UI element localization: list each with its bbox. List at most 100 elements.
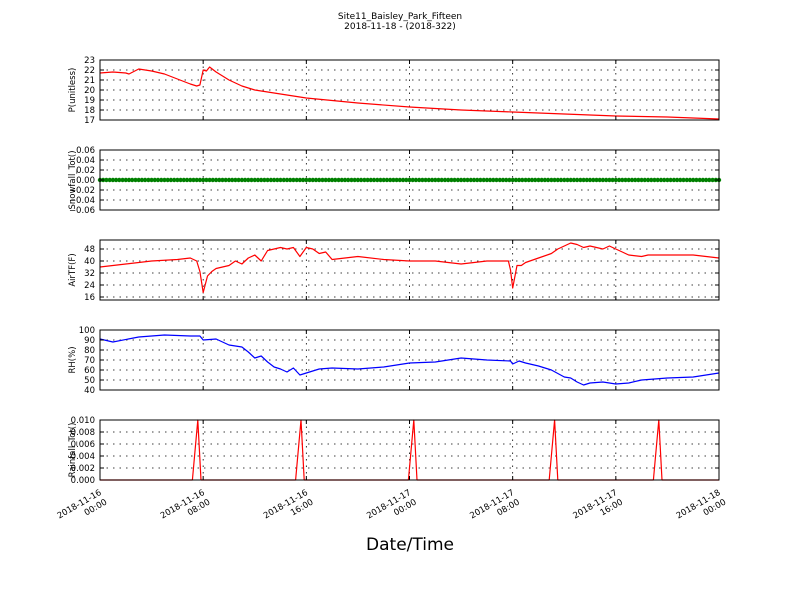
chart-title-line2: 2018-11-18 - (2018-322) (344, 22, 456, 32)
chart-title-line1: Site11_Baisley_Park_Fifteen (338, 12, 462, 22)
data-point (668, 177, 673, 183)
data-point (426, 177, 431, 183)
y-tick-label: 32 (84, 269, 95, 279)
data-point (146, 177, 151, 183)
data-point (213, 177, 219, 183)
data-point (610, 177, 615, 183)
data-point (168, 177, 174, 183)
data-point (423, 177, 428, 183)
data-point (607, 177, 612, 183)
data-point (452, 177, 457, 183)
data-point (184, 177, 190, 183)
axes-frame (99, 239, 720, 301)
y-tick-label: 70 (84, 356, 95, 366)
data-point (507, 177, 512, 183)
data-point (342, 177, 348, 183)
y-axis-label: Snowfall_Tot() (68, 150, 78, 209)
data-point (636, 177, 641, 183)
data-point (365, 177, 370, 183)
data-point (694, 177, 699, 183)
series-line (99, 334, 720, 386)
y-axis-label: Rainfall_Tot() (68, 423, 78, 478)
data-point (429, 177, 435, 183)
data-point (539, 177, 544, 183)
data-point (655, 177, 660, 183)
data-point (446, 177, 451, 183)
data-point (120, 177, 125, 183)
data-point (262, 177, 267, 183)
data-point (487, 177, 493, 183)
y-tick-label: 20 (84, 86, 95, 96)
y-tick-label: 18 (84, 106, 95, 116)
data-point (691, 177, 696, 183)
data-point (581, 177, 586, 183)
data-point (407, 177, 412, 183)
data-point (188, 177, 193, 183)
data-point (604, 177, 609, 183)
data-point (123, 177, 128, 183)
data-point (239, 177, 245, 183)
y-tick-label: 90 (84, 336, 95, 346)
data-point (397, 177, 402, 183)
data-point (181, 177, 186, 183)
data-point (310, 177, 315, 183)
data-point (358, 177, 364, 183)
y-tick-label: −0.04 (69, 196, 95, 206)
data-point (326, 177, 332, 183)
data-point (513, 177, 519, 183)
y-tick-label: 80 (84, 346, 95, 356)
data-point (210, 177, 215, 183)
data-point (175, 177, 180, 183)
subplot-5: 0.000 0.002 0.004 0.006 0.008 0.010Rainfall_T… (68, 416, 720, 486)
data-point (339, 177, 344, 183)
y-tick-label: 19 (84, 96, 95, 106)
data-point (578, 177, 583, 183)
data-point (368, 177, 373, 183)
y-tick-label: 0.06 (76, 146, 95, 156)
data-point (520, 177, 525, 183)
data-point (371, 177, 377, 183)
data-point (710, 177, 715, 183)
data-point (662, 177, 667, 183)
data-point (707, 177, 712, 183)
y-tick-label: 60 (84, 366, 95, 376)
data-point (678, 177, 683, 183)
data-point (223, 177, 228, 183)
data-point (674, 177, 680, 183)
data-point (246, 177, 251, 183)
y-tick-label: 0.008 (71, 428, 95, 438)
data-point (388, 177, 393, 183)
data-point (162, 177, 167, 183)
data-point (516, 177, 522, 183)
series-line (99, 242, 720, 294)
data-point (545, 177, 551, 183)
y-tick-label: 0.004 (71, 452, 95, 462)
data-point (375, 177, 380, 183)
data-point (594, 177, 599, 183)
y-tick-label: 22 (84, 66, 95, 76)
data-point (500, 177, 506, 183)
data-point (633, 177, 638, 183)
data-point (252, 177, 257, 183)
data-point (259, 177, 264, 183)
y-tick-label: 17 (84, 116, 95, 126)
y-tick-label: 0.002 (71, 464, 95, 474)
data-point (194, 177, 199, 183)
data-point (300, 177, 306, 183)
data-point (465, 177, 470, 183)
data-point (565, 177, 570, 183)
y-tick-label: 16 (84, 293, 95, 303)
data-point (703, 177, 709, 183)
data-point (217, 177, 222, 183)
data-point (533, 177, 538, 183)
data-point (684, 177, 689, 183)
data-point (555, 177, 560, 183)
data-point (291, 177, 296, 183)
data-point (497, 177, 502, 183)
data-point (204, 177, 209, 183)
